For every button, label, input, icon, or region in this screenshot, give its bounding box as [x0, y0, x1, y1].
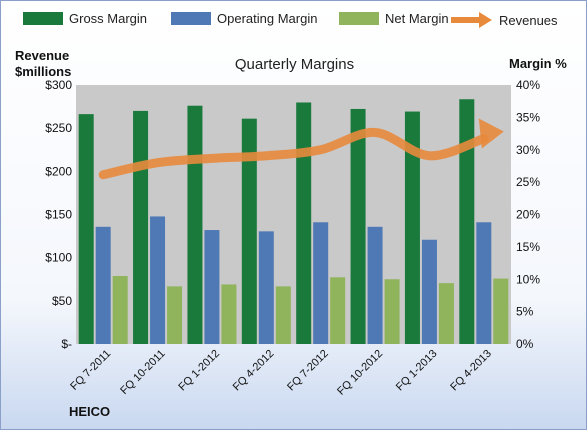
right-axis-label: Margin % — [509, 56, 567, 71]
bar-net-margin — [330, 277, 346, 344]
bar-operating-margin — [95, 226, 111, 344]
left-tick-label: $150 — [45, 208, 72, 222]
bar-net-margin — [493, 278, 509, 344]
bar-gross-margin — [241, 118, 257, 344]
legend-item-operating: Operating Margin — [171, 11, 317, 26]
right-tick-label: 20% — [516, 208, 540, 222]
left-axis-label: Revenue $millions — [15, 48, 71, 80]
x-tick-label: FQ 7-2012 — [285, 348, 331, 394]
chart-title: Quarterly Margins — [234, 56, 355, 73]
left-tick-label: $300 — [45, 78, 72, 92]
left-tick-label: $50 — [52, 294, 72, 308]
legend-arrow-icon — [451, 12, 492, 28]
legend-item-gross: Gross Margin — [23, 11, 147, 26]
left-tick-label: $200 — [45, 164, 72, 178]
right-tick-label: 15% — [516, 240, 540, 254]
legend-item-net: Net Margin — [339, 11, 449, 26]
left-tick-label: $250 — [45, 121, 72, 135]
right-tick-label: 35% — [516, 110, 540, 124]
bar-operating-margin — [476, 222, 492, 344]
bar-net-margin — [167, 286, 183, 344]
legend-label-revenues: Revenues — [499, 12, 558, 28]
legend-label-operating: Operating Margin — [217, 11, 318, 26]
bar-gross-margin — [404, 111, 420, 344]
bar-gross-margin — [296, 102, 312, 344]
bar-net-margin — [438, 283, 454, 344]
revenue-line — [98, 127, 489, 180]
bar-net-margin — [384, 279, 400, 344]
bar-gross-margin — [459, 99, 475, 345]
bar-operating-margin — [421, 239, 437, 344]
right-tick-label: 10% — [516, 272, 540, 286]
x-tick-label: FQ 1-2013 — [394, 348, 440, 394]
bar-operating-margin — [204, 230, 220, 344]
plot-area — [76, 85, 511, 344]
bar-operating-margin — [258, 231, 274, 344]
bar-operating-margin — [367, 226, 383, 344]
right-tick-label: 0% — [516, 337, 534, 351]
bar-gross-margin — [350, 108, 366, 345]
bar-gross-margin — [133, 110, 149, 345]
x-tick-label: FQ 1-2012 — [176, 348, 222, 394]
x-tick-label: FQ 10-2012 — [335, 348, 385, 398]
x-tick-label: FQ 4-2012 — [231, 348, 277, 394]
left-tick-label: $100 — [45, 251, 72, 265]
bar-net-margin — [221, 284, 237, 344]
legend-swatch-operating — [171, 12, 211, 25]
x-tick-label: FQ 4-2013 — [448, 348, 494, 394]
bar-operating-margin — [313, 222, 329, 344]
legend-item-revenues: Revenues — [449, 11, 558, 29]
right-tick-label: 40% — [516, 78, 540, 92]
bar-gross-margin — [187, 105, 203, 344]
x-tick-label: FQ 7-2011 — [68, 348, 113, 393]
left-axis-label-line2: $millions — [15, 64, 72, 79]
legend-swatch-gross — [23, 12, 63, 25]
x-tick-label: FQ 10-2011 — [118, 348, 167, 397]
bar-net-margin — [112, 276, 128, 344]
revenue-arrowhead — [478, 118, 504, 149]
bar-operating-margin — [150, 216, 166, 344]
legend: Gross Margin Operating Margin Net Margin… — [1, 11, 587, 35]
left-tick-label: $- — [61, 337, 72, 351]
right-tick-label: 25% — [516, 175, 540, 189]
footer-label: HEICO — [69, 404, 111, 419]
left-axis-label-line1: Revenue — [15, 48, 70, 63]
right-tick-label: 30% — [516, 143, 540, 157]
legend-swatch-net — [339, 12, 379, 25]
right-tick-label: 5% — [516, 305, 534, 319]
bar-net-margin — [275, 286, 291, 344]
legend-label-gross: Gross Margin — [69, 11, 148, 26]
legend-label-net: Net Margin — [385, 11, 449, 26]
bar-gross-margin — [78, 114, 94, 344]
